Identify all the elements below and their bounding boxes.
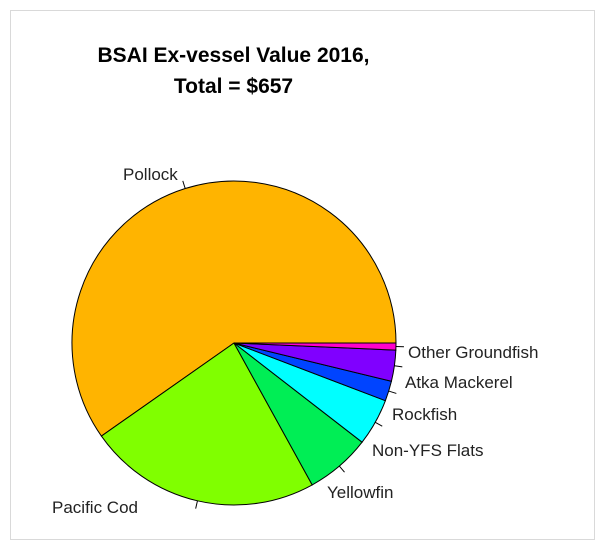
slice-label: Pollock — [123, 165, 178, 184]
slice-label: Non-YFS Flats — [372, 441, 483, 460]
leader-line — [394, 365, 403, 368]
leader-line — [375, 421, 383, 427]
chart-frame — [10, 10, 595, 540]
slice-label: Atka Mackerel — [405, 373, 513, 392]
slice-label: Yellowfin — [327, 483, 393, 502]
chart-title-line2: Total = $657 — [173, 75, 294, 98]
pie-slice-pacific-cod — [100, 342, 313, 506]
slice-label: Pacific Cod — [52, 498, 138, 517]
chart-title-line1: BSAI Ex-vessel Value 2016, — [97, 44, 370, 67]
slice-label: Other Groundfish — [408, 343, 538, 362]
leader-line — [388, 390, 397, 394]
leader-line — [195, 500, 198, 509]
leader-line — [182, 180, 186, 189]
slice-label: Rockfish — [392, 405, 457, 424]
leader-line — [338, 465, 345, 473]
